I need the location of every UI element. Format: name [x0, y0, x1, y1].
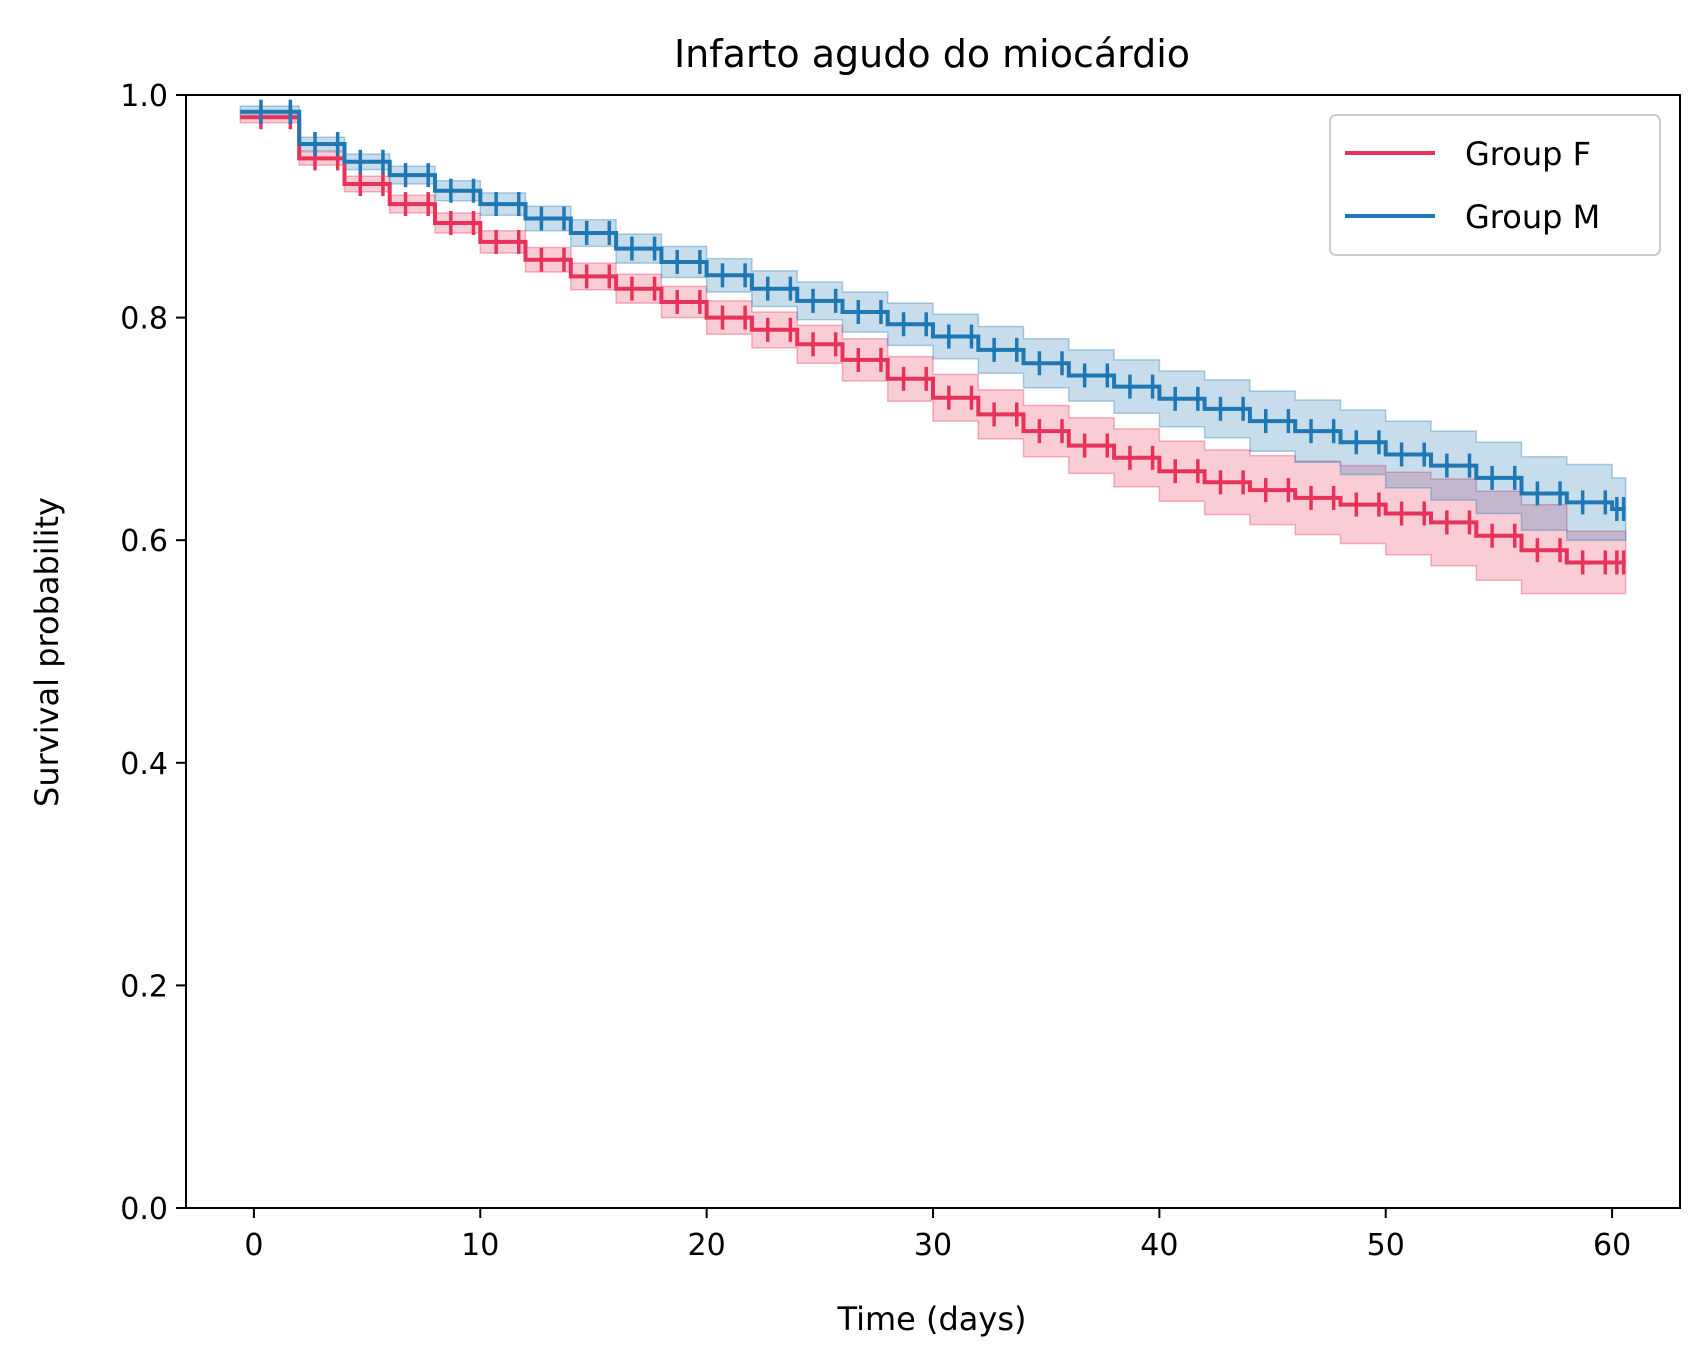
x-tick-label: 60 [1593, 1228, 1631, 1263]
survival-curve-group-f [240, 115, 1626, 565]
y-tick-label: 1.0 [120, 79, 168, 114]
y-tick-label: 0.0 [120, 1192, 168, 1227]
x-tick-label: 10 [461, 1228, 499, 1263]
legend-label-group-m: Group M [1465, 198, 1600, 236]
legend-label-group-f: Group F [1465, 135, 1591, 173]
x-axis-ticks: 0 10 20 30 40 50 60 [244, 1208, 1631, 1263]
legend: Group F Group M [1329, 114, 1661, 256]
x-tick-label: 20 [688, 1228, 726, 1263]
y-axis-ticks: 0.0 0.2 0.4 0.6 0.8 1.0 [120, 79, 186, 1227]
x-tick-label: 30 [914, 1228, 952, 1263]
y-tick-label: 0.4 [120, 747, 168, 782]
chart-title: Infarto agudo do miocárdio [674, 32, 1190, 76]
censor-marks [259, 99, 1626, 575]
y-tick-label: 0.6 [120, 524, 168, 559]
x-tick-label: 40 [1140, 1228, 1178, 1263]
x-tick-label: 0 [244, 1228, 263, 1263]
x-axis-label: Time (days) [837, 1300, 1027, 1338]
legend-box [1329, 114, 1661, 256]
x-tick-label: 50 [1367, 1228, 1405, 1263]
y-axis-label: Survival probability [28, 497, 66, 807]
y-tick-label: 0.2 [120, 969, 168, 1004]
y-tick-label: 0.8 [120, 302, 168, 337]
